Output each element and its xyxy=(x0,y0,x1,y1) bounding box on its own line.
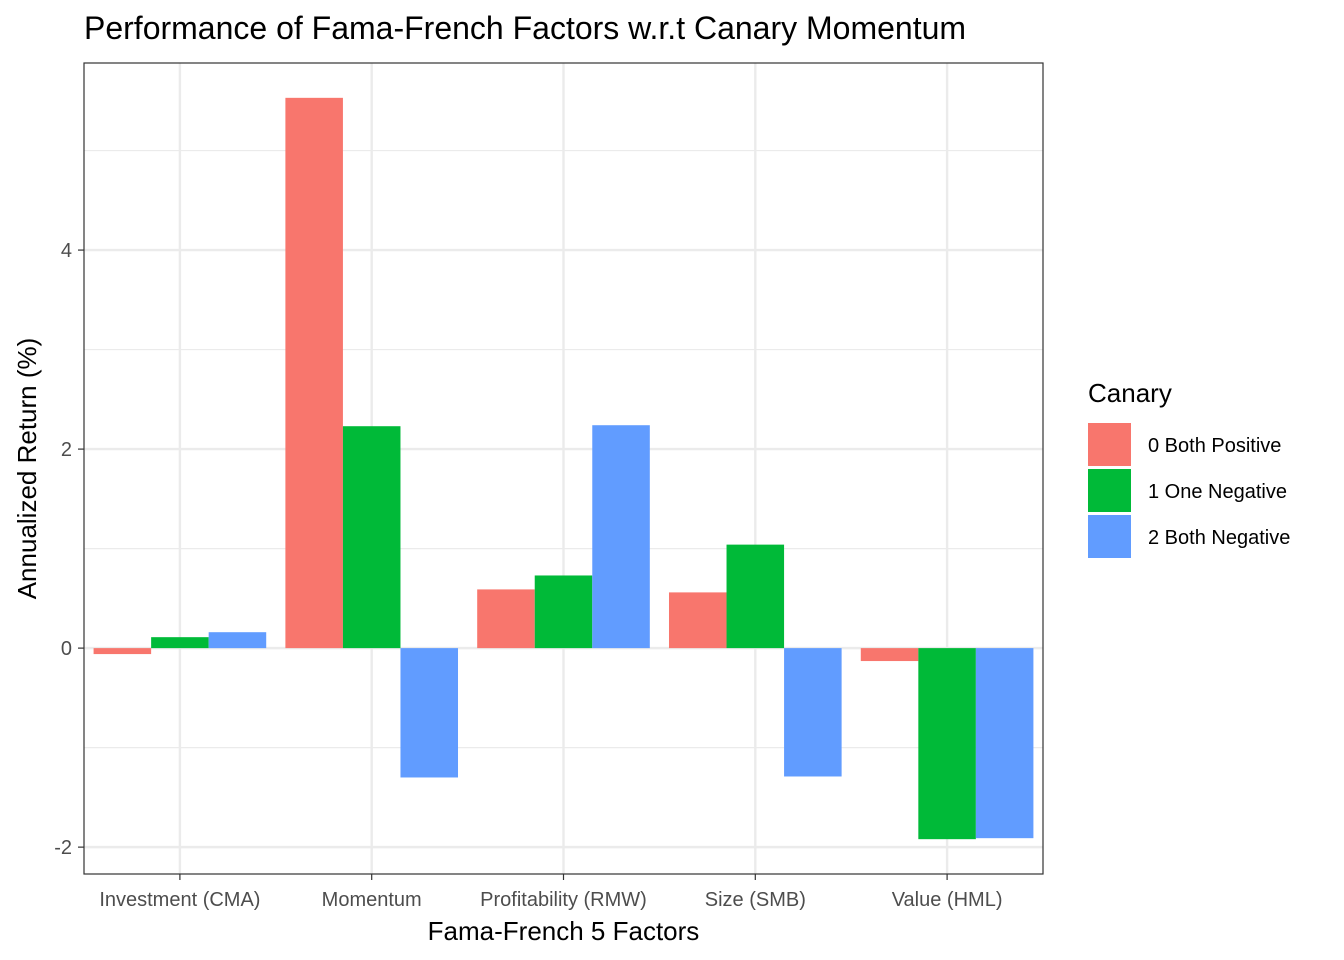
x-axis-title: Fama-French 5 Factors xyxy=(428,916,700,946)
x-axis: Investment (CMA) Momentum Profitability (R… xyxy=(99,874,1002,911)
y-axis: -2 0 2 4 xyxy=(54,240,84,859)
legend-key-0 xyxy=(1088,423,1131,466)
bars xyxy=(93,97,1034,840)
legend-label-0: 0 Both Positive xyxy=(1148,435,1281,457)
legend-label-2: 2 Both Negative xyxy=(1148,527,1290,549)
x-tick-label: Profitability (RMW) xyxy=(480,889,647,911)
y-tick-label: 2 xyxy=(61,439,72,461)
bar-1-momentum xyxy=(342,426,401,649)
bar-0-momentum xyxy=(285,97,343,649)
legend-key-2 xyxy=(1088,515,1131,558)
bar-0-investment-cma xyxy=(93,648,152,655)
bar-1-value-hml xyxy=(918,648,976,840)
x-tick-label: Investment (CMA) xyxy=(99,889,260,911)
bar-2-profitability-rmw xyxy=(592,425,650,649)
legend-key-1 xyxy=(1088,469,1131,512)
x-tick-label: Size (SMB) xyxy=(705,889,806,911)
legend-label-1: 1 One Negative xyxy=(1148,481,1287,503)
y-tick-label: 4 xyxy=(61,240,72,262)
bar-0-profitability-rmw xyxy=(477,589,535,649)
x-tick-label: Momentum xyxy=(322,889,422,911)
bar-2-investment-cma xyxy=(208,632,267,649)
x-tick-label: Value (HML) xyxy=(892,889,1003,911)
chart-title: Performance of Fama-French Factors w.r.t… xyxy=(84,10,966,46)
bar-0-size-smb xyxy=(668,592,727,649)
y-tick-label: 0 xyxy=(61,638,72,660)
bar-1-profitability-rmw xyxy=(534,575,593,649)
bar-2-size-smb xyxy=(784,648,842,777)
y-tick-label: -2 xyxy=(54,837,72,859)
bar-2-value-hml xyxy=(975,648,1034,839)
bar-1-investment-cma xyxy=(151,637,209,649)
bar-1-size-smb xyxy=(726,544,785,649)
legend-title: Canary xyxy=(1088,378,1172,408)
bar-2-momentum xyxy=(400,648,459,778)
bar-0-value-hml xyxy=(860,648,919,662)
y-axis-title: Annualized Return (%) xyxy=(12,338,42,600)
legend: Canary 0 Both Positive 1 One Negative 2 Bo… xyxy=(1088,378,1290,558)
